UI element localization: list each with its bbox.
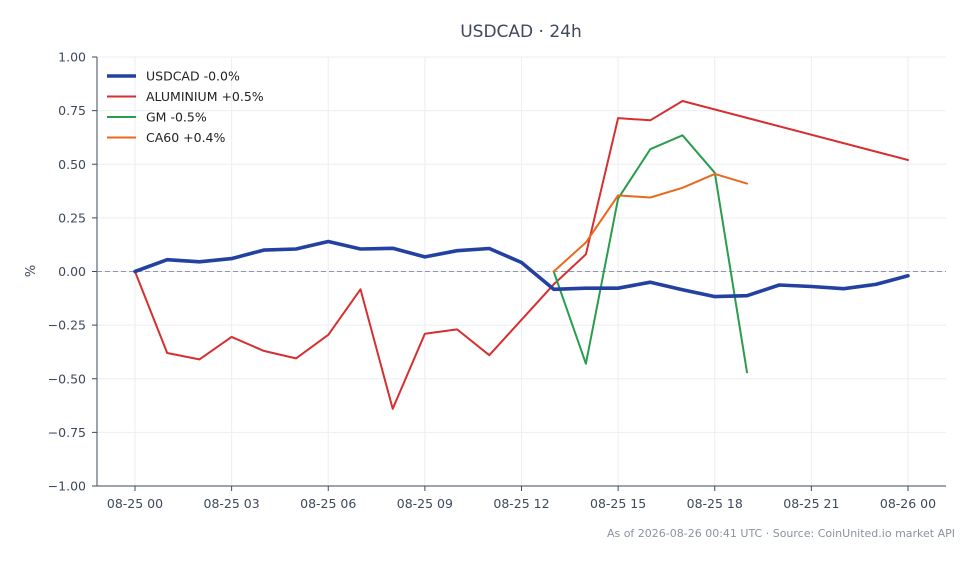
y-tick-label: 0.25: [58, 210, 86, 225]
legend-label: ALUMINIUM +0.5%: [146, 89, 264, 104]
y-tick-label: −1.00: [48, 479, 86, 494]
legend-label: GM -0.5%: [146, 110, 207, 125]
y-axis-label: %: [24, 265, 39, 277]
x-tick-label: 08-26 00: [880, 496, 936, 511]
y-tick-label: 0.00: [58, 264, 86, 279]
series-line-1: [133, 239, 910, 299]
x-tick-label: 08-25 03: [204, 496, 260, 511]
y-tick-label: −0.75: [48, 425, 86, 440]
y-tick-label: 1.00: [58, 50, 86, 65]
x-tick-label: 08-25 06: [300, 496, 356, 511]
series-line-4: [552, 172, 748, 273]
y-tick-label: 0.75: [58, 103, 86, 118]
series-lines: [133, 100, 910, 410]
legend-label: CA60 +0.4%: [146, 130, 226, 145]
axes: 1.00 0.75 0.50 0.25 0.00 −0.25 −0.50 −0.75 −1.00…: [48, 50, 946, 511]
x-tick-label: 08-25 12: [493, 496, 549, 511]
y-tick-label: −0.25: [48, 318, 86, 333]
chart-title: USDCAD · 24h: [460, 22, 582, 42]
series-line-2: [134, 100, 909, 410]
x-tick-label: 08-25 09: [397, 496, 453, 511]
footer-source: As of 2026-08-26 00:41 UTC · Source: Coi…: [607, 527, 955, 540]
legend: USDCAD -0.0% ALUMINIUM +0.5% GM -0.5% CA60 …: [107, 69, 264, 145]
legend-label: USDCAD -0.0%: [146, 69, 240, 84]
x-tick-label: 08-25 15: [590, 496, 646, 511]
x-tick-label: 08-25 21: [783, 496, 839, 511]
y-tick-label: −0.50: [48, 371, 86, 386]
series-line-3: [552, 134, 748, 374]
y-tick-label: 0.50: [58, 157, 86, 172]
x-tick-label: 08-25 18: [687, 496, 743, 511]
x-tick-label: 08-25 00: [107, 496, 163, 511]
